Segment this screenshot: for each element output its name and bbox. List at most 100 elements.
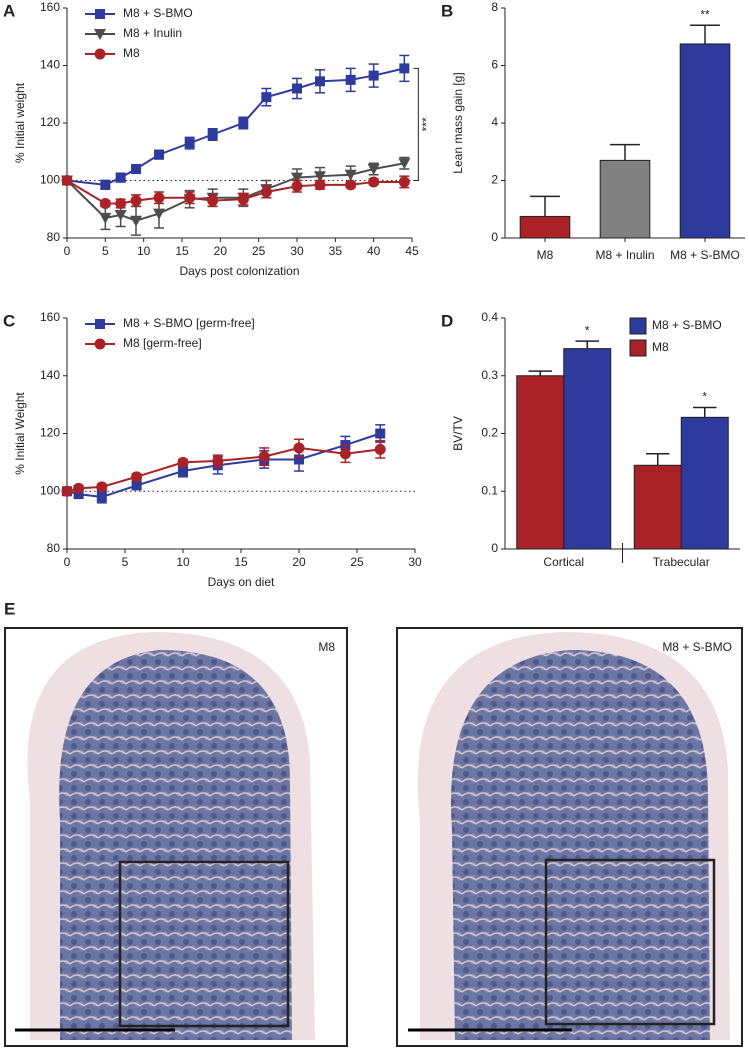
legend-label: M8 [652,340,669,354]
x-tick-label: Trabecular [653,555,710,569]
marker [96,481,108,493]
y-axis-label: BV/TV [451,416,465,451]
marker [238,118,249,128]
x-tick-label: Cortical [543,555,584,569]
x-tick-label: M8 + Inulin [595,248,654,262]
x-tick-label: 10 [176,555,190,569]
marker [237,193,249,205]
histology-image: M8 [4,627,348,1047]
legend-label: M8 [germ-free] [123,336,202,350]
marker [94,338,106,350]
marker [398,176,410,188]
significance-bracket [413,67,419,181]
y-tick-label: 160 [40,0,60,14]
marker [94,29,106,40]
significance-label: * [702,390,707,404]
roi-box [544,858,716,1026]
y-tick-label: 0.4 [481,310,498,324]
x-tick-label: 15 [234,555,248,569]
y-tick-label: 100 [40,483,60,497]
marker [154,149,164,160]
marker [131,480,142,491]
bone-tissue [450,650,710,1040]
x-tick-label: 0 [64,244,71,258]
y-tick-label: 120 [40,426,60,440]
series-line [66,432,381,499]
legend-label: M8 + Inulin [123,26,182,40]
bar [519,215,571,239]
y-tick-label: 0 [491,230,498,244]
marker [96,492,107,503]
y-tick-label: 80 [47,230,61,244]
histology-image: M8 + S-BMO [396,627,743,1047]
marker [95,9,105,19]
x-tick-label: 10 [137,244,151,258]
significance-label: ** [700,7,710,21]
x-tick-label: 35 [329,244,343,258]
marker [212,455,224,467]
marker [291,172,303,184]
marker [314,171,326,183]
marker [345,179,357,191]
marker [178,466,188,477]
marker [99,198,111,209]
marker [375,428,386,439]
legend-label: M8 + S-BMO [123,6,193,20]
y-tick-label: 0.1 [481,483,498,497]
y-tick-label: 0.2 [481,426,498,440]
image-label: M8 + S-BMO [662,640,732,654]
marker [261,92,272,103]
marker [294,454,304,465]
bar [599,159,651,239]
y-axis-label: Lean mass gain [g] [451,72,465,173]
y-tick-label: 140 [40,58,60,72]
significance-label: * [585,323,590,337]
y-axis-label: % Initial Weight [13,392,27,475]
marker [73,482,85,494]
image-label: M8 [318,640,335,654]
marker [258,451,270,463]
roi-box [118,860,290,1028]
y-tick-label: 0 [491,541,498,555]
panel-label: C [3,311,15,330]
marker [207,195,219,207]
series-line [66,446,381,493]
panel-label: D [441,311,453,330]
x-axis-label: Days post colonization [179,264,299,278]
y-tick-label: 160 [40,310,60,324]
marker [207,129,218,140]
legend-label: M8 [123,46,140,60]
marker [95,319,105,329]
marker [94,48,106,60]
y-tick-label: 8 [491,0,498,14]
y-tick-label: 6 [491,58,498,72]
marker [292,83,302,94]
marker [73,489,84,500]
x-tick-label: 20 [292,555,306,569]
marker [399,63,410,74]
marker [344,169,357,181]
panel-label: B [441,1,453,20]
marker [61,175,73,186]
marker [115,172,126,183]
series-line [66,67,405,186]
bar [680,416,729,550]
x-tick-label: M8 + S-BMO [670,248,740,262]
bone-tissue [59,650,292,1040]
marker [61,485,73,497]
bar [679,43,731,239]
bar [633,464,682,550]
marker [131,164,141,174]
x-tick-label: 40 [367,244,381,258]
x-axis-label: Days on diet [208,575,275,589]
y-tick-label: 140 [40,368,60,382]
x-tick-label: 30 [290,244,304,258]
marker [368,176,380,188]
marker [177,456,189,468]
panel-label: E [4,599,15,618]
significance-label: *** [420,117,434,131]
marker [153,192,165,204]
marker [293,442,305,454]
marker [130,195,142,207]
